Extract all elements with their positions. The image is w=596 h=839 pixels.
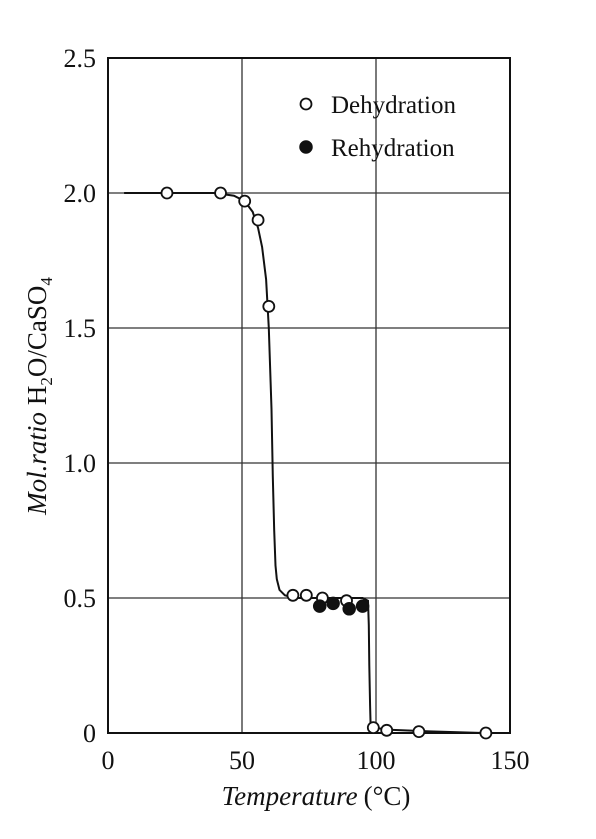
x-axis-title: Temperature (°C) bbox=[222, 781, 411, 811]
point-dehydration bbox=[299, 588, 313, 602]
y-axis-title-italic: Mol.ratio bbox=[22, 412, 52, 516]
point-dehydration bbox=[412, 725, 426, 739]
y-axis-tick-labels: 0 0.5 1.0 1.5 2.0 2.5 bbox=[64, 44, 97, 748]
legend-label-dehydration: Dehydration bbox=[331, 92, 456, 119]
x-tick-label: 50 bbox=[229, 746, 255, 775]
point-dehydration bbox=[238, 194, 252, 208]
plot-area bbox=[107, 57, 511, 734]
y-axis-formula-sub-2: 2 bbox=[37, 377, 56, 386]
y-tick-label: 2.5 bbox=[64, 44, 97, 73]
legend: Dehydration Rehydration bbox=[299, 92, 456, 162]
point-rehydration bbox=[326, 596, 340, 611]
point-rehydration bbox=[355, 599, 370, 613]
point-dehydration bbox=[160, 186, 174, 200]
point-dehydration bbox=[479, 726, 493, 740]
y-tick-label: 2.0 bbox=[64, 179, 97, 208]
x-axis-tick-labels: 0 50 100 150 bbox=[102, 746, 530, 775]
point-dehydration bbox=[251, 213, 265, 227]
x-axis-unit: (°C) bbox=[364, 781, 411, 811]
x-tick-label: 150 bbox=[491, 746, 530, 775]
point-dehydration bbox=[214, 186, 227, 200]
x-tick-label: 100 bbox=[357, 746, 396, 775]
point-dehydration bbox=[262, 299, 276, 313]
legend-label-rehydration: Rehydration bbox=[331, 135, 455, 162]
y-tick-label: 0.5 bbox=[64, 584, 97, 613]
y-axis-formula-h: H bbox=[22, 386, 52, 406]
y-tick-label: 1.0 bbox=[64, 449, 97, 478]
y-axis-formula-o-caso: O/CaSO bbox=[22, 286, 52, 378]
y-axis-title: Mol.ratio H2O/CaSO4 bbox=[22, 277, 56, 516]
point-dehydration bbox=[366, 721, 380, 734]
y-axis-formula-sub-4: 4 bbox=[37, 277, 56, 286]
y-tick-label: 0 bbox=[83, 719, 96, 748]
point-dehydration bbox=[380, 723, 394, 737]
point-dehydration bbox=[286, 588, 300, 602]
point-rehydration bbox=[312, 599, 327, 613]
x-axis-title-text: Temperature bbox=[222, 781, 358, 811]
y-tick-label: 1.5 bbox=[64, 314, 97, 343]
legend-marker-dehydration bbox=[299, 97, 313, 111]
legend-marker-rehydration bbox=[299, 140, 313, 154]
point-rehydration bbox=[342, 602, 356, 616]
data-points bbox=[160, 186, 493, 740]
x-tick-label: 0 bbox=[102, 746, 115, 775]
